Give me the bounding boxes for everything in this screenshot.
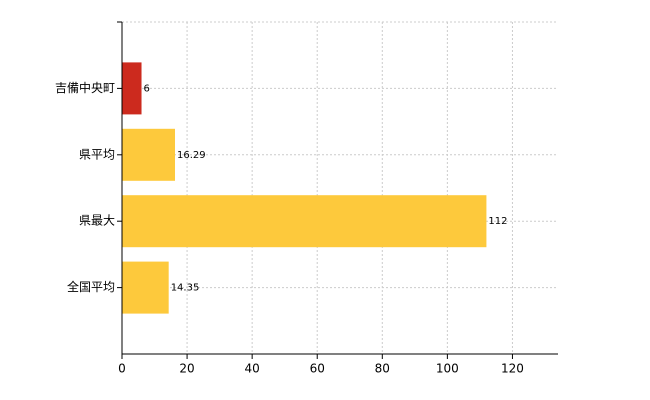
bar xyxy=(122,261,169,314)
x-tick-label: 60 xyxy=(310,362,325,376)
bar xyxy=(122,128,176,181)
x-tick-label: 80 xyxy=(375,362,390,376)
y-tick-label: 全国平均 xyxy=(67,279,115,294)
x-tick-label: 100 xyxy=(436,362,459,376)
value-label: 14.35 xyxy=(171,283,200,294)
x-tick-label: 20 xyxy=(179,362,194,376)
x-tick-label: 0 xyxy=(118,362,126,376)
y-tick-label: 県平均 xyxy=(79,147,115,161)
bar xyxy=(122,62,142,115)
y-tick-label: 県最大 xyxy=(79,214,115,228)
x-tick-label: 120 xyxy=(501,362,524,376)
value-label: 6 xyxy=(144,83,150,94)
x-tick-label: 40 xyxy=(245,362,260,376)
bar xyxy=(122,195,487,248)
value-label: 16.29 xyxy=(177,150,206,161)
value-label: 112 xyxy=(488,216,507,227)
y-tick-label: 吉備中央町 xyxy=(55,80,115,95)
